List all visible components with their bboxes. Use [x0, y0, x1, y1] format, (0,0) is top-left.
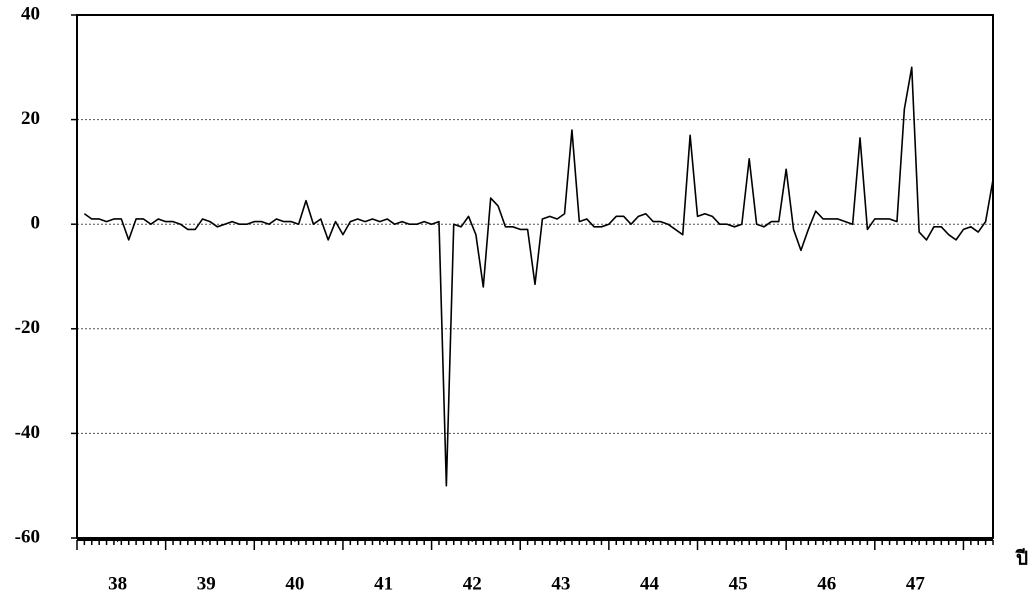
- x-tick-label: 43: [551, 573, 570, 594]
- y-tick-label: -60: [15, 526, 40, 547]
- plot-frame: [77, 15, 993, 538]
- y-tick-label: 40: [21, 3, 40, 24]
- y-tick-label: 0: [31, 213, 41, 234]
- x-tick-label: 38: [108, 573, 127, 594]
- y-tick-label: 20: [21, 108, 40, 129]
- x-axis-label: ปี: [1015, 547, 1028, 569]
- x-tick-label: 39: [197, 573, 216, 594]
- y-tick-label: -40: [15, 422, 40, 443]
- x-tick-label: 46: [817, 573, 836, 594]
- x-tick-label: 41: [374, 573, 393, 594]
- y-tick-label: -20: [15, 317, 40, 338]
- x-tick-label: 42: [463, 573, 482, 594]
- x-tick-label: 45: [729, 573, 748, 594]
- x-tick-label: 44: [640, 573, 660, 594]
- x-tick-label: 40: [285, 573, 304, 594]
- data-line: [84, 67, 993, 485]
- x-tick-label: 47: [906, 573, 926, 594]
- chart: ปี -60 -40 -20 0 20 40 38 39 40 41 42 43 44 45 46 47: [0, 0, 1031, 604]
